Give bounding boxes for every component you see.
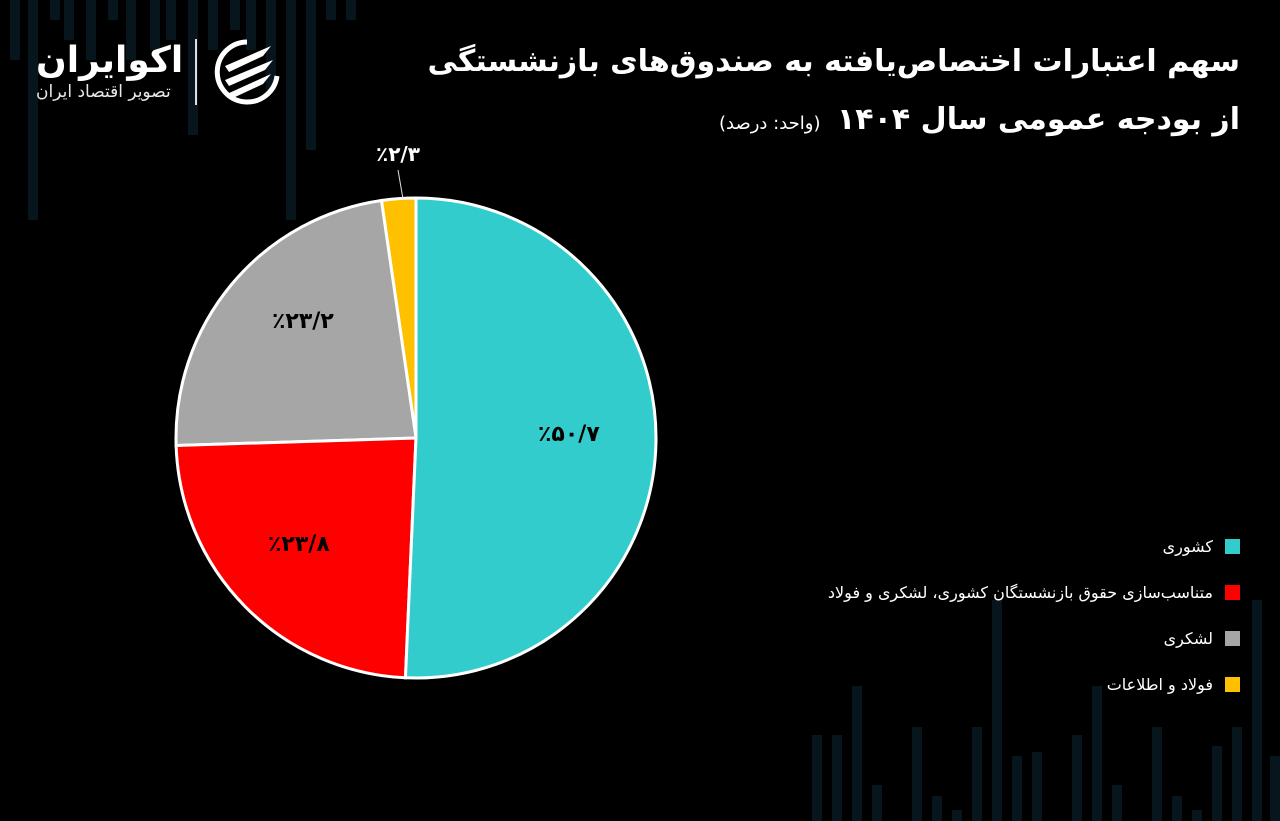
unit-label: (واحد: درصد) [718, 113, 821, 134]
legend-item: کشوری [828, 532, 1240, 560]
legend-item: متناسب‌سازی حقوق بازنشستگان کشوری، لشکری… [828, 578, 1240, 606]
title-line-2: از بودجه عمومی سال ۱۴۰۴ (واحد: درصد) [428, 98, 1240, 146]
pie-slice-lashkari [174, 198, 418, 448]
legend-label: کشوری [1162, 536, 1213, 556]
brand-logo: اکوایران تصویر اقتصاد ایران [36, 36, 283, 108]
legend-swatch-icon [1225, 584, 1240, 600]
brand-swirl-icon [214, 39, 280, 105]
legend-label: متناسب‌سازی حقوق بازنشستگان کشوری، لشکری… [827, 582, 1213, 602]
brand-tagline: تصویر اقتصاد ایران [36, 82, 171, 102]
chart-legend: کشوری متناسب‌سازی حقوق بازنشستگان کشوری،… [828, 532, 1240, 716]
slice-label-foolad: ٪۲/۳ [376, 142, 420, 166]
leader-line [397, 169, 404, 200]
legend-label: فولاد و اطلاعات [1106, 674, 1213, 694]
legend-label: لشکری [1163, 628, 1213, 648]
legend-item: لشکری [828, 624, 1240, 652]
brand-name: اکوایران [36, 40, 184, 81]
pie-slice-motanasebsazi [174, 436, 418, 680]
title-line-1: سهم اعتبارات اختصاص‌یافته به صندوق‌های ب… [427, 44, 1240, 79]
legend-item: فولاد و اطلاعات [828, 670, 1240, 698]
chart-title: سهم اعتبارات اختصاص‌یافته به صندوق‌های ب… [428, 40, 1240, 146]
slice-label-motanasebsazi: ٪۲۳/۸ [268, 532, 330, 557]
legend-swatch-icon [1225, 676, 1240, 692]
legend-swatch-icon [1225, 630, 1240, 646]
brand-text: اکوایران تصویر اقتصاد ایران [36, 41, 183, 103]
title-line-2-text: از بودجه عمومی سال ۱۴۰۴ [836, 102, 1240, 137]
pie-slice-keshvari [403, 196, 658, 680]
slice-label-lashkari: ٪۲۳/۲ [272, 309, 334, 334]
legend-swatch-icon [1225, 538, 1240, 554]
slice-label-keshvari: ٪۵۰/۷ [538, 422, 600, 447]
logo-divider [195, 39, 198, 105]
